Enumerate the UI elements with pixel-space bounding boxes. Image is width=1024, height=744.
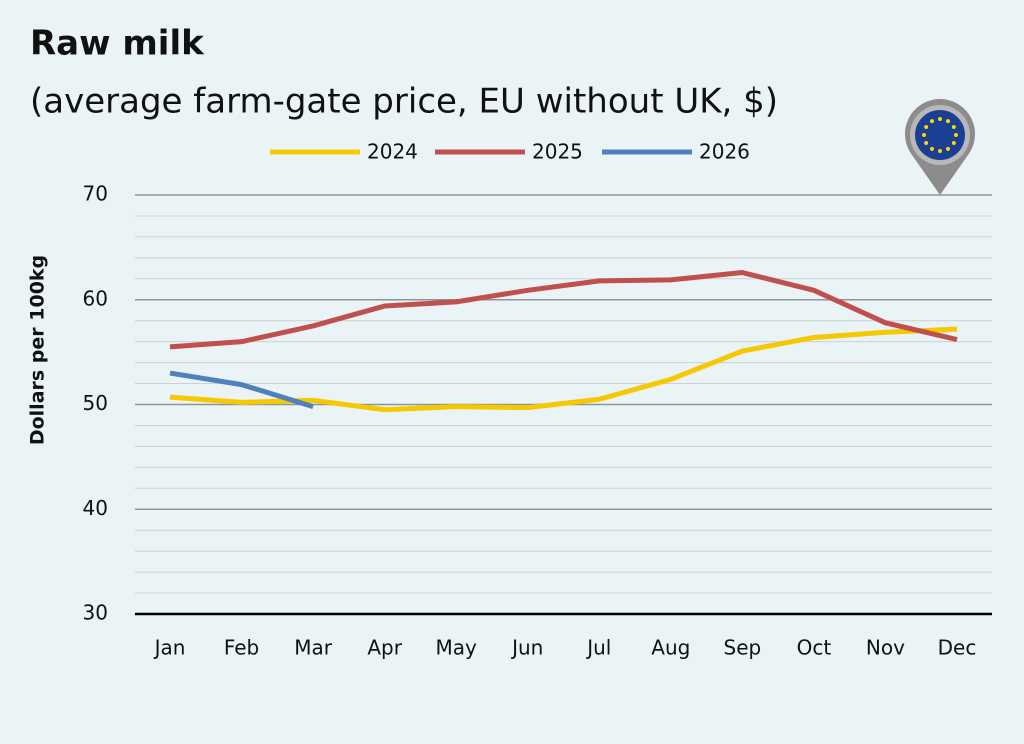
x-tick-label: Jan bbox=[153, 636, 186, 660]
x-tick-label: Nov bbox=[866, 636, 905, 660]
star bbox=[930, 119, 934, 124]
star bbox=[951, 141, 956, 145]
x-tick-label: Jul bbox=[585, 636, 611, 660]
y-tick-label: 40 bbox=[83, 496, 108, 520]
x-tick-label: Dec bbox=[938, 636, 977, 660]
y-tick-label: 60 bbox=[83, 286, 108, 310]
chart-title: Raw milk bbox=[30, 24, 205, 64]
star bbox=[954, 133, 958, 137]
legend-label: 2026 bbox=[699, 140, 750, 164]
star bbox=[922, 133, 926, 137]
x-tick-label: Apr bbox=[367, 636, 402, 660]
y-tick-label: 70 bbox=[83, 182, 108, 206]
chart-subtitle: (average farm-gate price, EU without UK,… bbox=[30, 82, 778, 122]
x-tick-label: Oct bbox=[797, 636, 832, 660]
star bbox=[938, 149, 942, 153]
star bbox=[924, 141, 929, 145]
y-tick-label: 50 bbox=[83, 391, 108, 415]
x-tick-label: Mar bbox=[294, 636, 333, 660]
star bbox=[946, 146, 950, 151]
x-tick-label: Feb bbox=[224, 636, 259, 660]
star bbox=[938, 117, 942, 121]
series-line bbox=[169, 270, 958, 350]
series-line bbox=[169, 370, 314, 409]
x-tick-label: Sep bbox=[724, 636, 762, 660]
x-tick-label: May bbox=[436, 636, 478, 660]
legend-label: 2024 bbox=[367, 140, 418, 164]
x-tick-label: Jun bbox=[510, 636, 543, 660]
y-axis-label: Dollars per 100kg bbox=[27, 255, 49, 445]
star bbox=[951, 125, 956, 129]
star bbox=[946, 119, 950, 124]
legend-label: 2025 bbox=[532, 140, 583, 164]
star bbox=[930, 146, 934, 151]
x-tick-label: Aug bbox=[651, 636, 690, 660]
star bbox=[924, 125, 929, 129]
y-tick-label: 30 bbox=[83, 601, 108, 625]
eu-icon bbox=[905, 98, 976, 195]
